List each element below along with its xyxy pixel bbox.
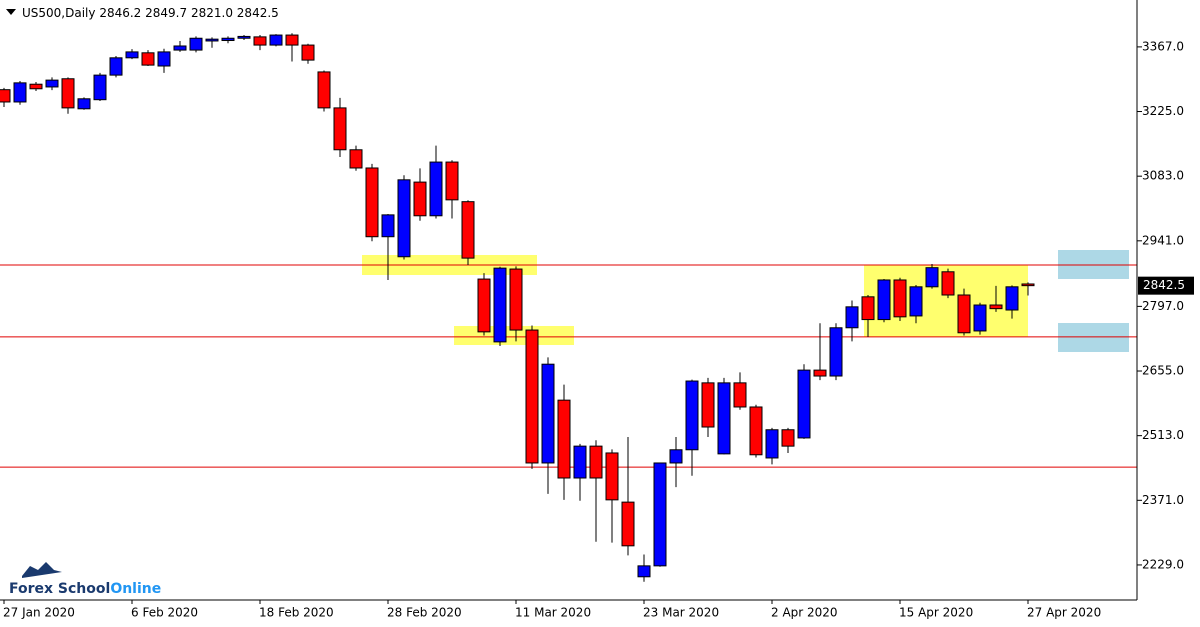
candle-body xyxy=(861,296,875,321)
candle-body xyxy=(237,35,251,39)
y-tick-label: 2655.0 xyxy=(1142,364,1184,378)
candle-body xyxy=(781,429,795,447)
price-tag xyxy=(1138,276,1194,295)
candle-body xyxy=(141,52,155,66)
candle-body xyxy=(605,452,619,501)
candle-body xyxy=(685,380,699,451)
symbol: US500,Daily xyxy=(22,6,95,20)
candle-body xyxy=(61,78,75,109)
logo-text: Forex SchoolOnline xyxy=(9,581,161,597)
candle-body xyxy=(429,161,443,217)
candle-body xyxy=(333,107,347,151)
candle-body xyxy=(1005,286,1019,311)
candle-body xyxy=(893,279,907,318)
candle-body xyxy=(109,57,123,76)
candle-body xyxy=(829,327,843,377)
price-tag-label: 2842.5 xyxy=(1143,278,1185,292)
candle-body xyxy=(877,279,891,321)
candle-body xyxy=(621,501,635,547)
candle-body xyxy=(797,369,811,439)
candle-body xyxy=(397,179,411,258)
candle-body xyxy=(477,278,491,333)
candle-body xyxy=(1021,283,1035,287)
candle-body xyxy=(93,74,107,101)
candle-body xyxy=(573,445,587,479)
candle-body xyxy=(45,79,59,88)
candle-body xyxy=(349,149,363,169)
candle-body xyxy=(765,429,779,459)
y-tick-label: 2513.0 xyxy=(1142,428,1184,442)
y-tick-label: 3225.0 xyxy=(1142,104,1184,118)
logo-word: Forex School xyxy=(9,581,110,597)
candle-body xyxy=(221,37,235,42)
logo-word: Online xyxy=(110,581,161,597)
candle-body xyxy=(0,89,11,103)
y-tick-label: 3083.0 xyxy=(1142,169,1184,183)
candle-body xyxy=(701,382,715,428)
candle-body xyxy=(925,267,939,288)
candle-body xyxy=(29,83,43,90)
candle-body xyxy=(77,98,91,110)
x-tick-label: 11 Mar 2020 xyxy=(515,606,591,620)
quote: 2846.2 xyxy=(99,6,141,20)
candle-body xyxy=(557,399,571,479)
candle-body xyxy=(749,406,763,456)
candle-body xyxy=(445,161,459,201)
y-tick-label: 2371.0 xyxy=(1142,493,1184,507)
candle-body xyxy=(285,34,299,46)
candle-body xyxy=(813,369,827,377)
candle-body xyxy=(269,34,283,46)
quote: 2849.7 xyxy=(145,6,187,20)
candle-body xyxy=(909,286,923,317)
x-tick-label: 15 Apr 2020 xyxy=(899,606,973,620)
logo: Forex SchoolOnline xyxy=(9,562,161,597)
candle-body xyxy=(509,268,523,331)
candle-body xyxy=(205,38,219,42)
y-tick-label: 3367.0 xyxy=(1142,39,1184,53)
candle-body xyxy=(173,45,187,51)
candle-body xyxy=(973,304,987,332)
chart-title: US500,Daily 2846.2 2849.7 2821.0 2842.5 xyxy=(22,6,279,20)
candle-body xyxy=(957,294,971,334)
x-tick-label: 18 Feb 2020 xyxy=(259,606,334,620)
candle-body xyxy=(189,37,203,51)
candle-body xyxy=(541,363,555,464)
candle-body xyxy=(669,449,683,464)
x-tick-label: 6 Feb 2020 xyxy=(131,606,198,620)
y-tick-label: 2229.0 xyxy=(1142,557,1184,571)
candle-body xyxy=(253,36,267,46)
logo-icon xyxy=(22,562,62,578)
x-tick-label: 23 Mar 2020 xyxy=(643,606,719,620)
candle-body xyxy=(13,82,27,103)
x-tick-label: 27 Apr 2020 xyxy=(1027,606,1101,620)
quote: 2842.5 xyxy=(237,6,279,20)
candle-body xyxy=(493,267,507,343)
x-tick-label: 2 Apr 2020 xyxy=(771,606,838,620)
candle-body xyxy=(125,51,139,59)
candle-body xyxy=(733,382,747,408)
candle-body xyxy=(717,382,731,455)
candle-body xyxy=(637,565,651,578)
y-tick-label: 2941.0 xyxy=(1142,233,1184,247)
target-zone xyxy=(1058,323,1129,352)
candle-body xyxy=(381,214,395,238)
menu-triangle xyxy=(6,9,16,15)
candle-body xyxy=(461,201,475,259)
quote: 2821.0 xyxy=(191,6,233,20)
x-tick-label: 28 Feb 2020 xyxy=(387,606,462,620)
candle-body xyxy=(317,71,331,109)
candle-body xyxy=(413,181,427,217)
candle-body xyxy=(365,167,379,238)
candle-body xyxy=(301,44,315,61)
x-tick-label: 27 Jan 2020 xyxy=(3,606,75,620)
candle-body xyxy=(653,462,667,567)
candle-body xyxy=(989,304,1003,310)
candle-body xyxy=(941,271,955,296)
candle-body xyxy=(525,329,539,464)
y-tick-label: 2797.0 xyxy=(1142,299,1184,313)
candle-body xyxy=(845,306,859,329)
candle-body xyxy=(589,445,603,479)
candle-body xyxy=(157,51,171,67)
